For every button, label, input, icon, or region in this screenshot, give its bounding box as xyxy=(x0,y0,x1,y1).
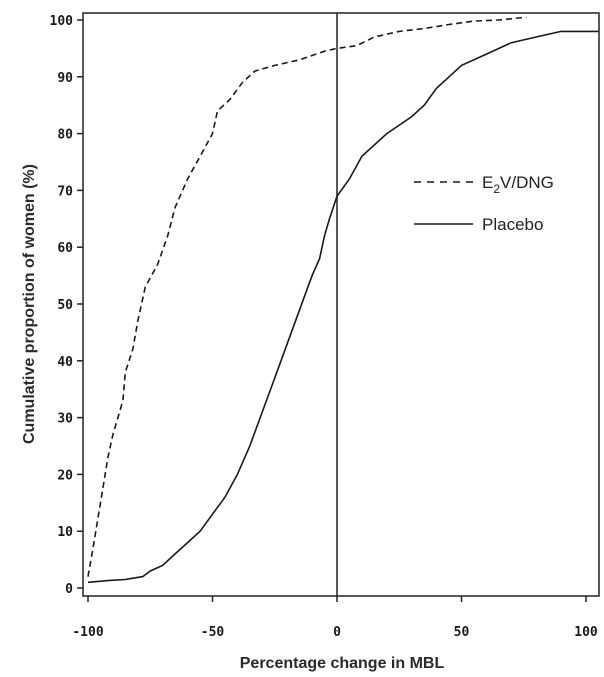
placebo-series-line xyxy=(87,30,599,584)
y-tick-label: 60 xyxy=(57,241,73,256)
y-tick-label: 30 xyxy=(57,412,73,427)
y-tick-label: 40 xyxy=(57,355,73,370)
x-tick-label: 100 xyxy=(574,625,598,640)
legend: E2V/DNG Placebo xyxy=(414,173,554,234)
legend-label-placebo: Placebo xyxy=(482,215,543,234)
x-axis: -100 -50 0 50 100 xyxy=(72,596,598,640)
y-tick-label: 10 xyxy=(57,525,73,540)
e2v-dng-series-line xyxy=(87,16,527,577)
x-tick-label: 0 xyxy=(333,625,341,640)
x-tick-label: -100 xyxy=(72,625,103,640)
legend-label-e2v: E2V/DNG xyxy=(482,173,554,196)
y-axis: 0 10 20 30 40 50 60 70 80 90 100 xyxy=(50,14,83,597)
x-tick-label: 50 xyxy=(454,625,470,640)
y-axis-title: Cumulative proportion of women (%) xyxy=(21,164,38,444)
y-tick-label: 90 xyxy=(57,71,73,86)
series-lines xyxy=(87,16,599,584)
y-tick-label: 70 xyxy=(57,184,73,199)
y-tick-label: 20 xyxy=(57,468,73,483)
y-tick-label: 80 xyxy=(57,128,73,143)
y-tick-label: 0 xyxy=(65,582,73,597)
x-axis-title: Percentage change in MBL xyxy=(240,655,445,672)
y-tick-label: 50 xyxy=(57,298,73,313)
y-tick-label: 100 xyxy=(50,14,74,29)
plot-area xyxy=(82,12,600,597)
x-tick-label: -50 xyxy=(201,625,225,640)
